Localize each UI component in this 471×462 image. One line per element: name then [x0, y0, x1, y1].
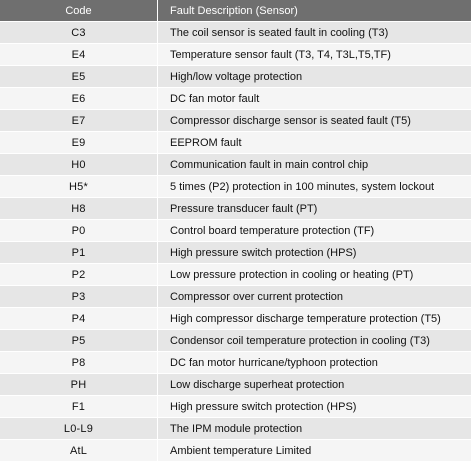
fault-description-cell: Control board temperature protection (TF…	[170, 224, 375, 237]
fault-description-cell: Communication fault in main control chip	[170, 158, 369, 171]
fault-description-cell: DC fan motor fault	[170, 92, 260, 105]
table-row: P8 DC fan motor hurricane/typhoon protect…	[0, 352, 471, 374]
table-row: E7 Compressor discharge sensor is seated …	[0, 110, 471, 132]
fault-description-cell: Ambient temperature Limited	[170, 444, 312, 457]
fault-code-cell: C3	[0, 22, 158, 43]
fault-code-cell: H8	[0, 198, 158, 219]
fault-code-cell: E4	[0, 44, 158, 65]
table-row: H0 Communication fault in main control ch…	[0, 154, 471, 176]
table-row: E6 DC fan motor fault	[0, 88, 471, 110]
fault-code-cell: P0	[0, 220, 158, 241]
table-row: L0-L9 The IPM module protection	[0, 418, 471, 440]
fault-code-cell: E7	[0, 110, 158, 131]
fault-description-cell: Pressure transducer fault (PT)	[170, 202, 318, 215]
fault-description-cell: Compressor discharge sensor is seated fa…	[170, 114, 411, 127]
fault-description-cell: High pressure switch protection (HPS)	[170, 400, 357, 413]
table-row: H5* 5 times (P2) protection in 100 minute…	[0, 176, 471, 198]
table-row: P4 High compressor discharge temperature …	[0, 308, 471, 330]
fault-code-cell: P1	[0, 242, 158, 263]
table-row: E4 Temperature sensor fault (T3, T4, T3L,…	[0, 44, 471, 66]
fault-description-cell: High pressure switch protection (HPS)	[170, 246, 357, 259]
fault-code-cell: E9	[0, 132, 158, 153]
table-row: PH Low discharge superheat protection	[0, 374, 471, 396]
fault-code-cell: P8	[0, 352, 158, 373]
fault-description-cell: DC fan motor hurricane/typhoon protectio…	[170, 356, 378, 369]
fault-description-cell: 5 times (P2) protection in 100 minutes, …	[170, 180, 435, 193]
fault-code-cell: E6	[0, 88, 158, 109]
fault-description-cell: High/low voltage protection	[170, 70, 303, 83]
table-row: P1 High pressure switch protection (HPS)	[0, 242, 471, 264]
fault-code-cell: H0	[0, 154, 158, 175]
fault-code-cell: E5	[0, 66, 158, 87]
table-row: H8 Pressure transducer fault (PT)	[0, 198, 471, 220]
fault-code-cell: AtL	[0, 440, 158, 461]
fault-description-cell: The coil sensor is seated fault in cooli…	[170, 26, 389, 39]
table-row: AtL Ambient temperature Limited	[0, 440, 471, 462]
fault-code-cell: PH	[0, 374, 158, 395]
fault-description-cell: High compressor discharge temperature pr…	[170, 312, 441, 325]
table-row: P0 Control board temperature protection (…	[0, 220, 471, 242]
fault-description-cell: EEPROM fault	[170, 136, 242, 149]
fault-description-cell: Condensor coil temperature protection in…	[170, 334, 430, 347]
fault-code-cell: P2	[0, 264, 158, 285]
fault-code-cell: P5	[0, 330, 158, 351]
table-body: C3 The coil sensor is seated fault in coo…	[0, 22, 471, 462]
fault-description-cell: Low discharge superheat protection	[170, 378, 345, 391]
table-row: P5 Condensor coil temperature protection …	[0, 330, 471, 352]
fault-description-cell: Compressor over current protection	[170, 290, 344, 303]
fault-code-cell: P4	[0, 308, 158, 329]
fault-code-cell: L0-L9	[0, 418, 158, 439]
table-header-row: Code Fault Description (Sensor)	[0, 0, 471, 22]
fault-code-cell: F1	[0, 396, 158, 417]
table-row: P3 Compressor over current protection	[0, 286, 471, 308]
table-row: E9 EEPROM fault	[0, 132, 471, 154]
header-code: Code	[0, 0, 158, 21]
header-description: Fault Description (Sensor)	[170, 4, 298, 17]
fault-description-cell: Low pressure protection in cooling or he…	[170, 268, 414, 281]
table-row: P2 Low pressure protection in cooling or …	[0, 264, 471, 286]
fault-description-cell: Temperature sensor fault (T3, T4, T3L,T5…	[170, 48, 391, 61]
fault-description-cell: The IPM module protection	[170, 422, 303, 435]
table-row: C3 The coil sensor is seated fault in coo…	[0, 22, 471, 44]
table-row: F1 High pressure switch protection (HPS)	[0, 396, 471, 418]
fault-code-cell: H5*	[0, 176, 158, 197]
table-row: E5 High/low voltage protection	[0, 66, 471, 88]
fault-code-cell: P3	[0, 286, 158, 307]
